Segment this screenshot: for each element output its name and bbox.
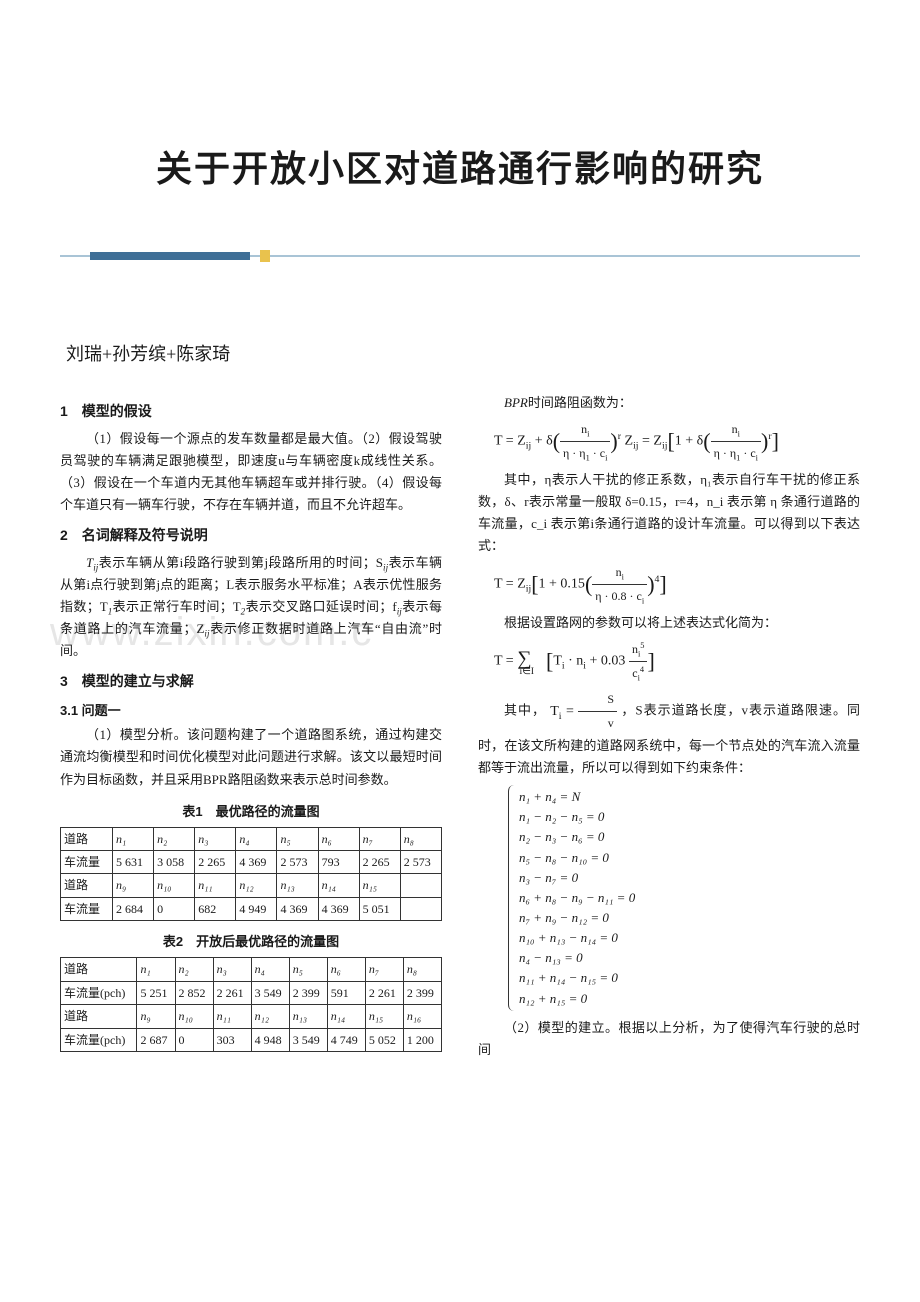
para-build: （2）模型的建立。根据以上分析，为了使得汽车行驶的总时间: [478, 1017, 860, 1061]
table-2: 道路n₁n₂n₃n₄n₅n₆n₇n₈ 车流量(pch)5 2512 8522 2…: [60, 957, 442, 1052]
left-column: 1 模型的假设 （1）假设每一个源点的发车数量都是最大值。（2）假设驾驶员驾驶的…: [60, 392, 442, 1061]
formula-3: T = ∑i∈I[Ti · ni + 0.03 ni5ci4]: [494, 638, 860, 685]
para-assumptions: （1）假设每一个源点的发车数量都是最大值。（2）假设驾驶员驾驶的车辆满足跟驰模型…: [60, 428, 442, 516]
table-row: 道路n₁n₂n₃n₄n₅n₆n₇n₈: [61, 827, 442, 850]
table-row: 道路n₉n₁₀n₁₁n₁₂n₁₃n₁₄n₁₅n₁₆: [61, 1005, 442, 1028]
divider-bar: [60, 252, 860, 260]
table-row: 道路n₉n₁₀n₁₁n₁₂n₁₃n₁₄n₁₅: [61, 874, 442, 897]
para-model: （1）模型分析。该问题构建了一个道路图系统，通过构建交通流均衡模型和时间优化模型…: [60, 724, 442, 790]
heading-1: 1 模型的假设: [60, 400, 442, 424]
para-ti: 其中， Ti = Sv ，S表示道路长度，v表示道路限速。同时，在该文所构建的道…: [478, 688, 860, 779]
constraint-line: n₁₁ + n₁₄ − n₁₅ = 0: [519, 968, 860, 988]
table-1: 道路n₁n₂n₃n₄n₅n₆n₇n₈ 车流量5 6313 0582 2654 3…: [60, 827, 442, 922]
sym-t4: 表示交叉路口延误时间；f: [245, 599, 397, 614]
divider-accent: [260, 250, 270, 262]
page-title: 关于开放小区对道路通行影响的研究: [60, 140, 860, 192]
para-symbols: Tij表示车辆从第i段路行驶到第j段路所用的时间；Sij表示车辆从第i点行驶到第…: [60, 552, 442, 662]
constraint-line: n₇ + n₉ − n₁₂ = 0: [519, 908, 860, 928]
page: www.zixin.com.c 关于开放小区对道路通行影响的研究 刘瑞+孙芳缤+…: [0, 0, 920, 1081]
table2-caption: 表2 开放后最优路径的流量图: [60, 931, 442, 953]
heading-3: 3 模型的建立与求解: [60, 670, 442, 694]
table1-caption: 表1 最优路径的流量图: [60, 801, 442, 823]
heading-3-1: 3.1 问题一: [60, 700, 442, 722]
constraint-line: n₁ − n₂ − n₅ = 0: [519, 807, 860, 827]
table-row: 车流量2 68406824 9494 3694 3695 051: [61, 897, 442, 920]
table-row: 车流量(pch)2 68703034 9483 5494 7495 0521 2…: [61, 1028, 442, 1051]
constraint-line: n₁₂ + n₁₅ = 0: [519, 989, 860, 1009]
heading-2: 2 名词解释及符号说明: [60, 524, 442, 548]
table-row: 车流量(pch)5 2512 8522 2613 5492 3995912 26…: [61, 981, 442, 1004]
constraint-line: n₄ − n₁₃ = 0: [519, 948, 860, 968]
sym-t3: 表示正常行车时间；T: [112, 599, 240, 614]
constraint-line: n₂ − n₃ − n₆ = 0: [519, 827, 860, 847]
title-block: 关于开放小区对道路通行影响的研究: [60, 140, 860, 192]
para-bpr: BPRBPR时间路阻函数为：时间路阻函数为：: [478, 392, 860, 414]
table-row: 车流量5 6313 0582 2654 3692 5737932 2652 57…: [61, 851, 442, 874]
constraint-line: n₃ − n₇ = 0: [519, 868, 860, 888]
sym-t1: 表示车辆从第i段路行驶到第j段路所用的时间；S: [98, 555, 383, 570]
constraint-line: n₅ − n₈ − n₁₀ = 0: [519, 848, 860, 868]
constraint-system: n₁ + n₄ = Nn₁ − n₂ − n₅ = 0n₂ − n₃ − n₆ …: [508, 785, 860, 1011]
right-column: BPRBPR时间路阻函数为：时间路阻函数为： T = Zij + δ(niη ·…: [478, 392, 860, 1061]
formula-4: Ti = Sv: [550, 704, 617, 719]
formula-1: T = Zij + δ(niη · η1 · ci)r Zij = Zij[1 …: [494, 418, 860, 465]
para-simplify: 根据设置路网的参数可以将上述表达式化简为：: [478, 612, 860, 634]
table-row: 道路n₁n₂n₃n₄n₅n₆n₇n₈: [61, 958, 442, 981]
authors: 刘瑞+孙芳缤+陈家琦: [66, 340, 860, 366]
columns: 1 模型的假设 （1）假设每一个源点的发车数量都是最大值。（2）假设驾驶员驾驶的…: [60, 392, 860, 1061]
formula-2: T = Zij[1 + 0.15(niη · 0.8 · ci)4]: [494, 561, 860, 608]
constraint-line: n₆ + n₈ − n₉ − n₁₁ = 0: [519, 888, 860, 908]
ti-prefix: 其中，: [504, 703, 546, 718]
constraint-line: n₁₀ + n₁₃ − n₁₄ = 0: [519, 928, 860, 948]
para-eta: 其中，η表示人干扰的修正系数，η₁表示自行车干扰的修正系数，δ、r表示常量一般取…: [478, 469, 860, 557]
constraint-line: n₁ + n₄ = N: [519, 787, 860, 807]
divider-block: [90, 252, 250, 260]
